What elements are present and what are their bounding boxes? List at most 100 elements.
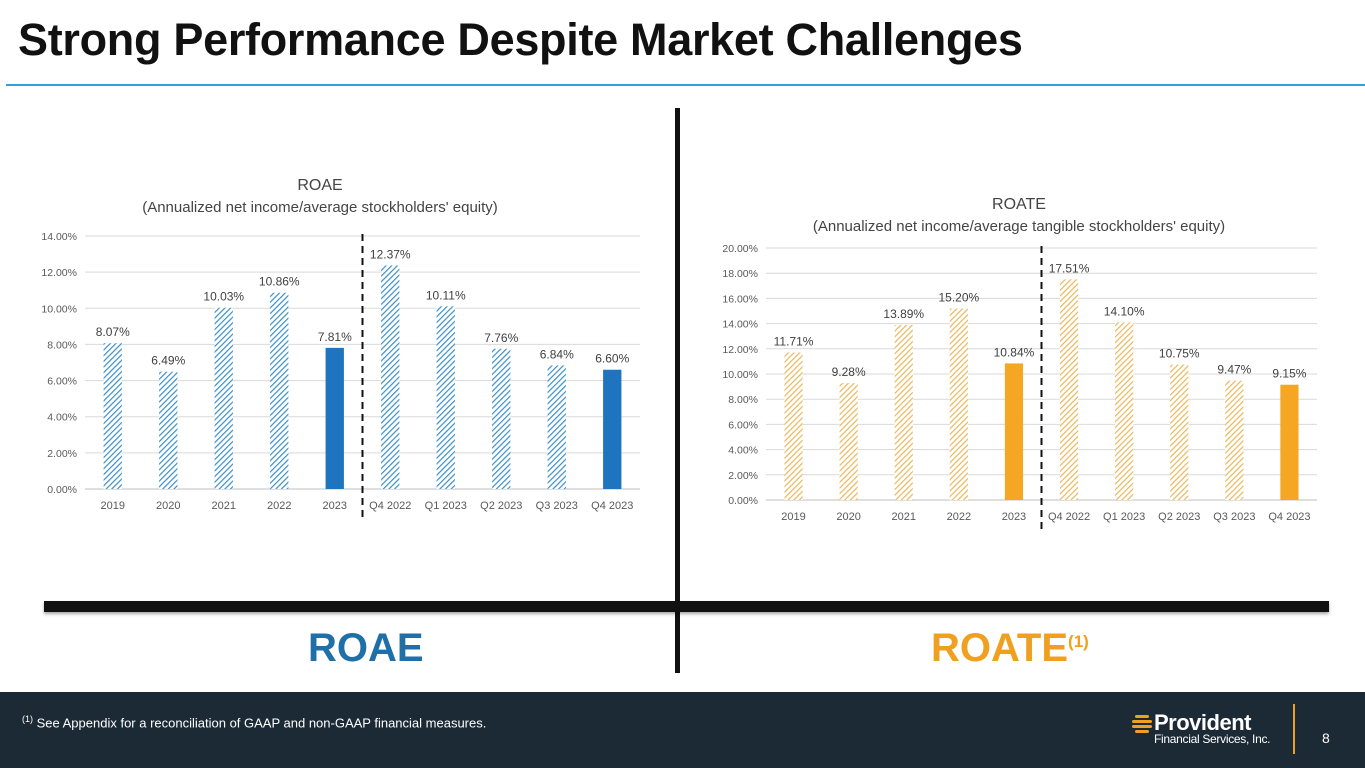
roae-label: ROAE xyxy=(308,626,424,670)
page-title: Strong Performance Despite Market Challe… xyxy=(18,14,1023,65)
bar-value-label: 6.49% xyxy=(151,354,185,368)
x-tick-label: Q3 2023 xyxy=(536,500,578,512)
y-tick-label: 12.00% xyxy=(722,344,758,356)
bar xyxy=(1170,364,1189,500)
bar xyxy=(1225,380,1244,500)
bar xyxy=(603,369,622,489)
bar-value-label: 6.84% xyxy=(540,347,574,361)
roate-footnote-marker: (1) xyxy=(1068,632,1089,651)
bar-value-label: 17.51% xyxy=(1049,261,1090,275)
footnote-text: See Appendix for a reconciliation of GAA… xyxy=(33,715,487,731)
bar-value-label: 10.86% xyxy=(259,275,300,289)
bar xyxy=(381,265,400,489)
y-tick-label: 14.00% xyxy=(722,319,758,331)
bar xyxy=(325,347,344,489)
title-rule xyxy=(6,84,1365,86)
bar-value-label: 7.76% xyxy=(484,331,518,345)
roate-label: ROATE(1) xyxy=(931,626,1089,671)
y-tick-label: 4.00% xyxy=(728,445,758,457)
x-tick-label: Q1 2023 xyxy=(425,500,467,512)
chart-title: ROAE xyxy=(297,177,342,194)
bar-value-label: 15.20% xyxy=(938,290,979,304)
x-tick-label: Q1 2023 xyxy=(1103,511,1145,523)
x-tick-label: 2020 xyxy=(836,511,860,523)
roate-chart: ROATE (Annualized net income/average tang… xyxy=(722,196,1317,530)
x-tick-label: Q4 2022 xyxy=(369,500,411,512)
bar-value-label: 10.75% xyxy=(1159,347,1200,361)
y-tick-label: 2.00% xyxy=(728,470,758,482)
x-tick-label: Q3 2023 xyxy=(1213,511,1255,523)
bar xyxy=(1280,384,1299,500)
roate-label-text: ROATE xyxy=(931,626,1069,670)
bar-value-label: 9.15% xyxy=(1272,367,1306,381)
bar xyxy=(894,324,913,500)
logo-mark-icon xyxy=(1132,715,1152,733)
vertical-divider xyxy=(675,108,680,673)
y-tick-label: 18.00% xyxy=(722,268,758,280)
bar-value-label: 12.37% xyxy=(370,247,411,261)
x-tick-label: Q2 2023 xyxy=(480,500,522,512)
y-tick-label: 14.00% xyxy=(41,231,77,243)
bar-value-label: 6.60% xyxy=(595,352,629,366)
bar xyxy=(103,343,122,489)
bar xyxy=(839,383,858,500)
x-tick-label: 2019 xyxy=(781,511,805,523)
footnote: (1) See Appendix for a reconciliation of… xyxy=(22,714,486,730)
x-tick-label: 2021 xyxy=(212,500,236,512)
y-tick-label: 6.00% xyxy=(728,419,758,431)
chart-subtitle: (Annualized net income/average stockhold… xyxy=(142,199,498,216)
bar-value-label: 13.89% xyxy=(883,307,924,321)
bar xyxy=(270,292,289,489)
bar xyxy=(492,348,511,489)
bar-value-label: 10.84% xyxy=(994,345,1035,359)
y-tick-label: 10.00% xyxy=(41,303,77,315)
bar xyxy=(547,365,566,489)
bar-value-label: 9.28% xyxy=(832,365,866,379)
x-tick-label: 2019 xyxy=(101,500,125,512)
company-logo: Provident Financial Services, Inc. xyxy=(1132,710,1282,752)
chart-title: ROATE xyxy=(992,196,1046,213)
y-tick-label: 2.00% xyxy=(47,448,77,460)
bar-value-label: 8.07% xyxy=(96,325,130,339)
x-tick-label: 2022 xyxy=(947,511,971,523)
bar-value-label: 10.03% xyxy=(203,290,244,304)
y-tick-label: 16.00% xyxy=(722,293,758,305)
bar-value-label: 7.81% xyxy=(318,330,352,344)
bar xyxy=(436,306,455,489)
bar xyxy=(159,371,178,489)
y-tick-label: 12.00% xyxy=(41,267,77,279)
y-tick-label: 10.00% xyxy=(722,369,758,381)
logo-separator xyxy=(1293,704,1295,754)
x-tick-label: 2023 xyxy=(1002,511,1026,523)
bar xyxy=(1115,322,1134,500)
logo-name: Provident xyxy=(1154,710,1251,735)
x-tick-label: 2020 xyxy=(156,500,180,512)
y-tick-label: 0.00% xyxy=(728,495,758,507)
y-tick-label: 6.00% xyxy=(47,376,77,388)
x-tick-label: 2021 xyxy=(892,511,916,523)
page-number: 8 xyxy=(1322,730,1330,746)
bar-value-label: 14.10% xyxy=(1104,304,1145,318)
x-tick-label: Q2 2023 xyxy=(1158,511,1200,523)
bar xyxy=(1059,279,1079,500)
bar-value-label: 10.11% xyxy=(426,288,466,302)
footer: (1) See Appendix for a reconciliation of… xyxy=(0,692,1365,768)
bar xyxy=(784,352,803,500)
bar-value-label: 9.47% xyxy=(1217,363,1251,377)
y-tick-label: 4.00% xyxy=(47,412,77,424)
y-tick-label: 0.00% xyxy=(47,484,77,496)
x-tick-label: 2023 xyxy=(323,500,347,512)
chart-subtitle: (Annualized net income/average tangible … xyxy=(813,218,1225,235)
footnote-marker: (1) xyxy=(22,714,33,724)
x-tick-label: Q4 2022 xyxy=(1048,511,1090,523)
x-tick-label: Q4 2023 xyxy=(591,500,633,512)
bar xyxy=(214,307,233,489)
roae-chart: ROAE (Annualized net income/average stock… xyxy=(41,177,640,519)
y-tick-label: 8.00% xyxy=(728,394,758,406)
y-tick-label: 8.00% xyxy=(47,339,77,351)
bar-value-label: 11.71% xyxy=(774,334,814,348)
logo-subtitle: Financial Services, Inc. xyxy=(1154,732,1271,746)
bar xyxy=(949,308,968,500)
horizontal-divider xyxy=(44,601,1329,612)
x-tick-label: 2022 xyxy=(267,500,291,512)
